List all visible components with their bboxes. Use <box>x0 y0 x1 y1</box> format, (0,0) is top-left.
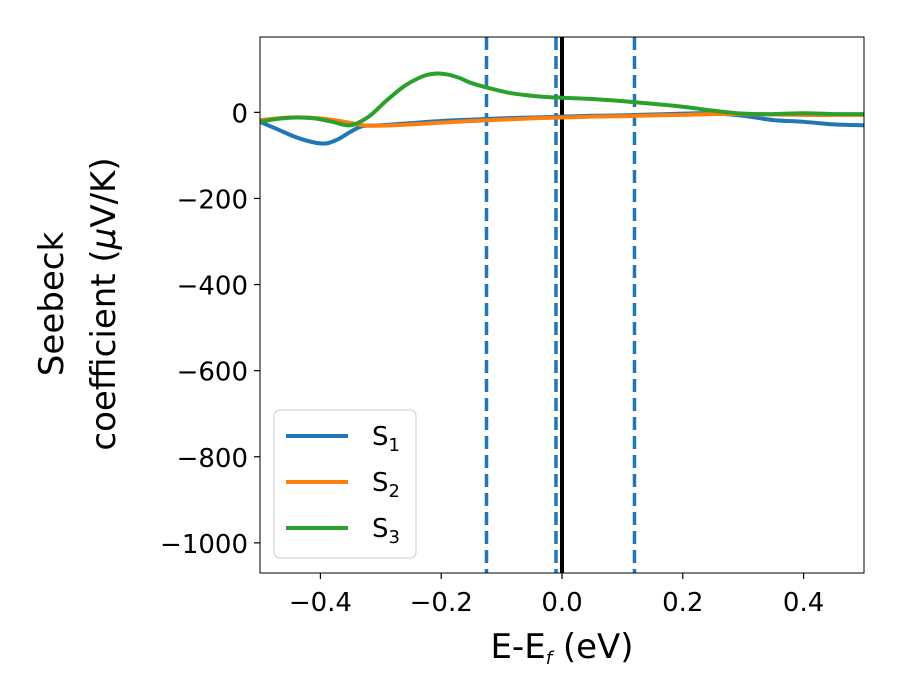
legend-label-s2: S2 <box>372 468 400 502</box>
x-axis-ticks: −0.4 −0.2 0.0 0.2 0.4 <box>289 573 824 618</box>
x-tick-label: −0.2 <box>410 588 473 618</box>
legend-label-s3: S3 <box>372 514 400 548</box>
y-tick-label: −800 <box>177 444 248 474</box>
y-tick-label: 0 <box>231 99 248 129</box>
y-axis-label-line2: coefficient (μV/K) <box>84 157 124 450</box>
y-tick-label: −600 <box>177 358 248 388</box>
y-tick-label: −400 <box>177 272 248 302</box>
x-axis-label: E-Ef (eV) <box>490 627 633 669</box>
x-tick-label: 0.4 <box>783 588 824 618</box>
series-lines <box>260 71 864 146</box>
x-tick-label: 0.0 <box>541 588 582 618</box>
y-axis-ticks: 0 −200 −400 −600 −800 −1000 <box>160 99 260 560</box>
y-axis-label: Seebeck coefficient (μV/K) <box>32 157 124 450</box>
y-axis-label-line1: Seebeck <box>32 232 72 377</box>
legend-label-s1: S1 <box>372 422 400 456</box>
x-tick-label: 0.2 <box>662 588 703 618</box>
y-tick-label: −200 <box>177 185 248 215</box>
x-tick-label: −0.4 <box>289 588 352 618</box>
vertical-reference-lines <box>484 37 637 573</box>
legend: S1 S2 S3 <box>273 409 417 559</box>
y-tick-label: −1000 <box>160 530 248 560</box>
series-line-s3 <box>260 71 864 128</box>
